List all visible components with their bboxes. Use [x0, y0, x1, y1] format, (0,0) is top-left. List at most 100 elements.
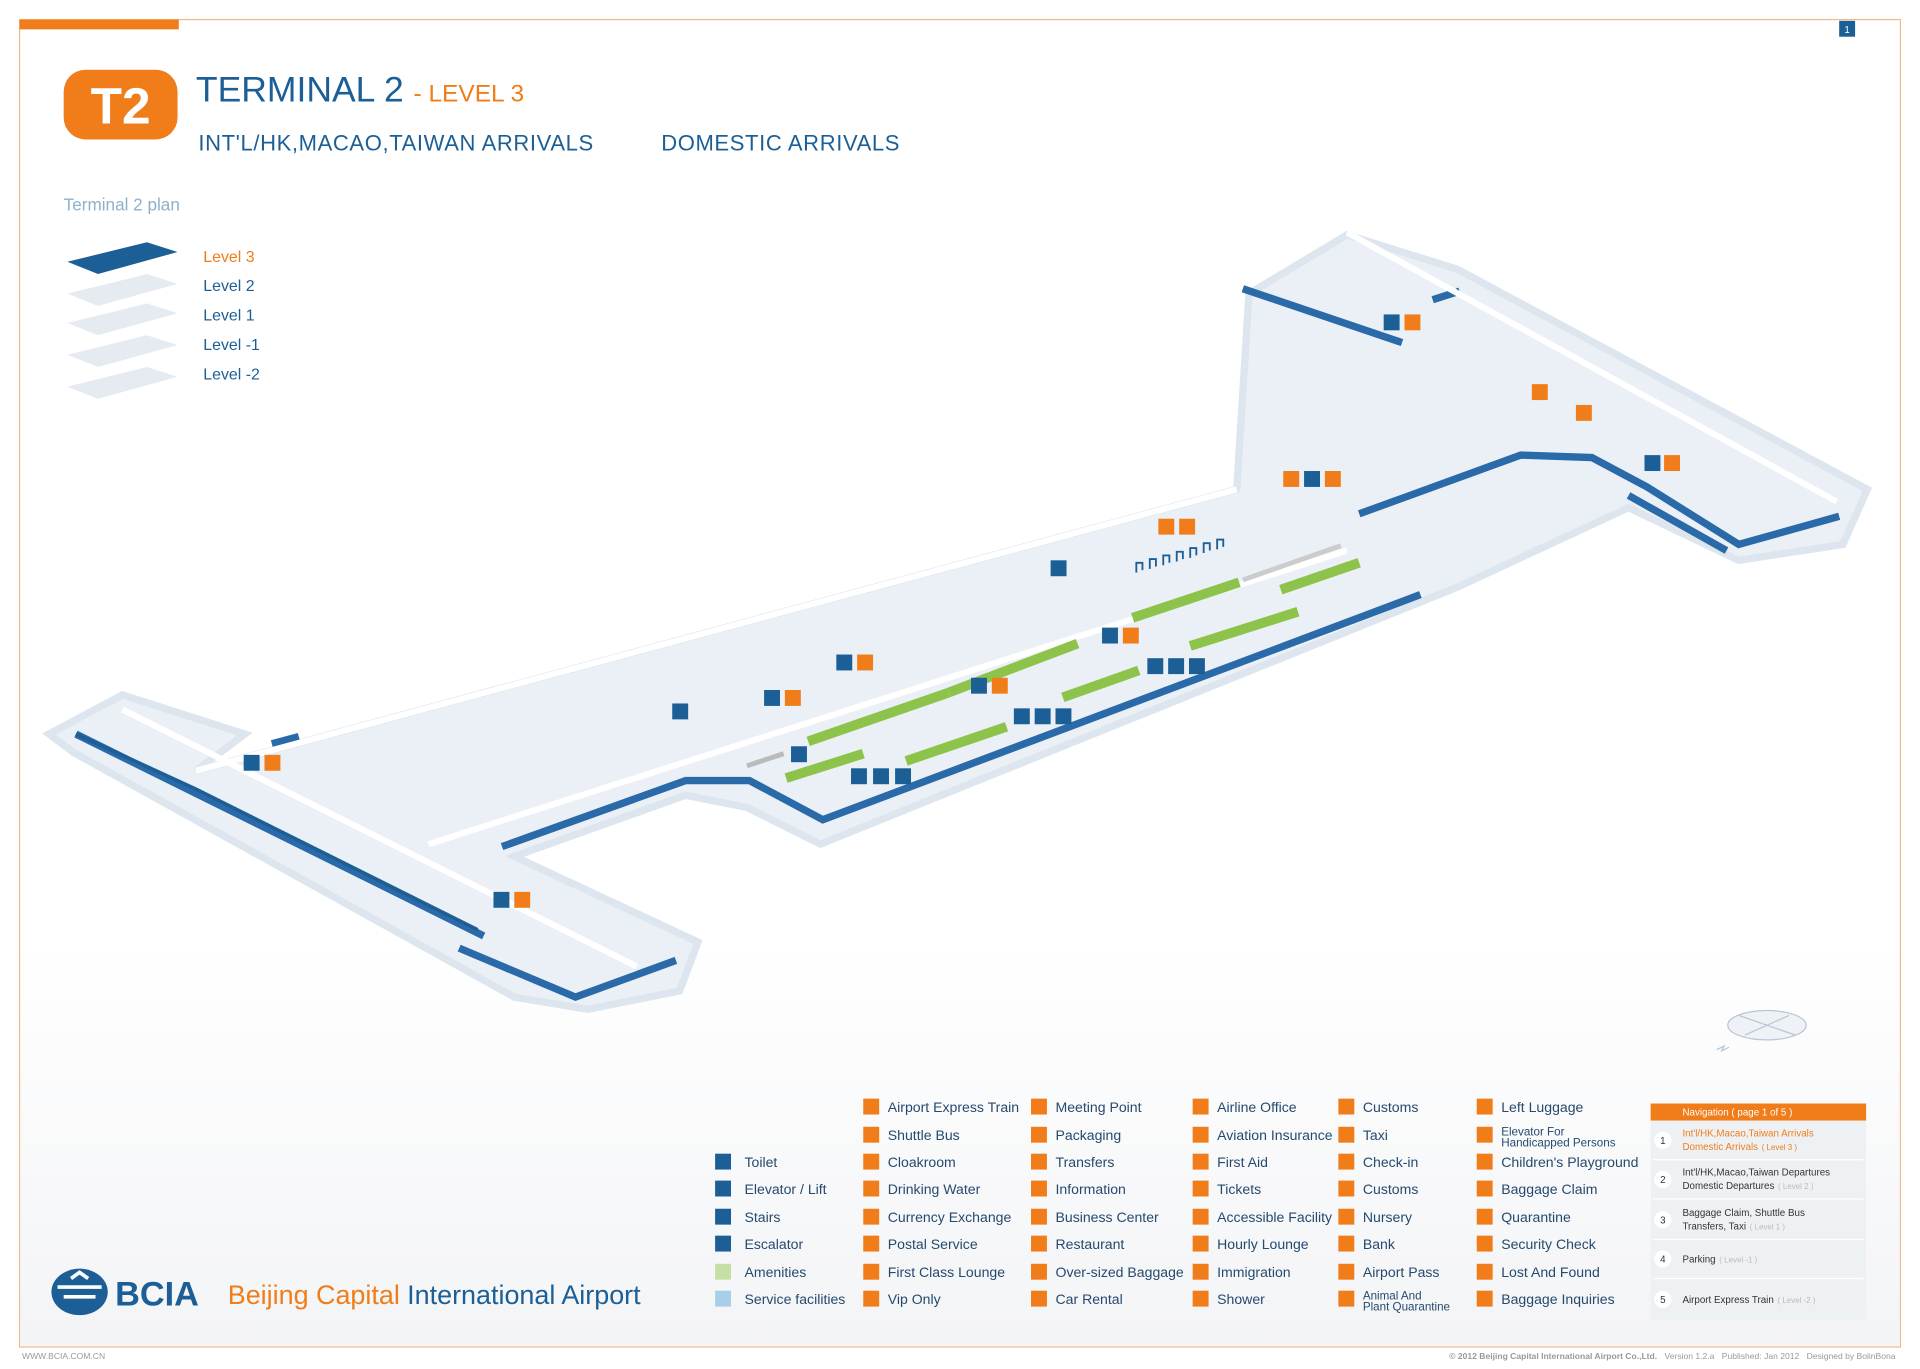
nav-number-circle	[1654, 1290, 1672, 1308]
page-number-box	[1839, 20, 1856, 37]
legend-label: Nursery	[1363, 1209, 1412, 1225]
title: TERMINAL 2 - LEVEL 3	[196, 70, 524, 110]
legend-label: Customs	[1363, 1099, 1419, 1115]
legend-icon	[1476, 1263, 1493, 1280]
legend-icon	[715, 1263, 732, 1280]
legend-label: Transfers	[1056, 1154, 1115, 1170]
plan-level: Level 1	[203, 308, 254, 325]
top-bar	[19, 19, 179, 30]
legend-label: Security Check	[1501, 1236, 1597, 1252]
legend-label-line: Handicapped Persons	[1501, 1136, 1615, 1149]
plan-title: Terminal 2 plan	[64, 194, 180, 214]
nav-line: Baggage Claim, Shuttle Bus	[1682, 1208, 1805, 1219]
legend-icon	[1476, 1290, 1493, 1307]
legend-icon	[1192, 1290, 1209, 1307]
legend-icon	[715, 1235, 732, 1252]
legend-icon	[1031, 1290, 1047, 1307]
nav-number: 2	[1660, 1175, 1665, 1186]
nav-line: Int'l/HK,Macao,Taiwan Arrivals	[1682, 1129, 1813, 1140]
legend-label: Meeting Point	[1056, 1099, 1142, 1115]
legend-label: Currency Exchange	[888, 1209, 1012, 1225]
page-number: 1	[1844, 25, 1849, 36]
nav-number-circle	[1654, 1211, 1672, 1229]
nav-box	[1650, 1120, 1867, 1321]
nav-text: Airport Express Train ( Level -2 )	[1682, 1295, 1815, 1306]
legend-label: Airline Office	[1217, 1099, 1297, 1115]
legend-icon	[863, 1180, 880, 1197]
legend-label: Customs	[1363, 1181, 1419, 1197]
legend-icon	[863, 1263, 880, 1280]
legend-label: Airport Express Train	[888, 1099, 1019, 1115]
legend-label: Taxi	[1363, 1127, 1388, 1143]
badge	[63, 69, 178, 140]
legend-icon	[1031, 1208, 1047, 1225]
legend-icon	[1192, 1153, 1209, 1170]
nav-text: Baggage Claim, Shuttle Bus	[1682, 1208, 1805, 1219]
legend-label: Cloakroom	[888, 1154, 956, 1170]
legend-icon	[715, 1208, 732, 1225]
footer-published: Published: Jan 2012	[1722, 1351, 1800, 1361]
legend-label: First Class Lounge	[888, 1264, 1005, 1280]
title-main: TERMINAL 2	[196, 70, 404, 110]
legend-icon	[1476, 1235, 1493, 1252]
nav-text: Int'l/HK,Macao,Taiwan Departures	[1682, 1168, 1830, 1179]
legend-label: Baggage Inquiries	[1501, 1291, 1614, 1307]
legend-label: Elevator / Lift	[744, 1181, 826, 1197]
legend-icon	[1031, 1180, 1047, 1197]
legend-label: Tickets	[1217, 1181, 1261, 1197]
legend-label: Drinking Water	[888, 1181, 981, 1197]
nav-text: Domestic Arrivals ( Level 3 )	[1682, 1142, 1797, 1153]
legend-label: Postal Service	[888, 1236, 978, 1252]
nav-text: Transfers, Taxi ( Level 1 )	[1682, 1222, 1785, 1233]
legend-icon	[715, 1180, 732, 1197]
legend-icon	[1031, 1235, 1047, 1252]
plan-level: Level -2	[203, 366, 260, 383]
nav-line: Domestic Arrivals	[1682, 1142, 1758, 1153]
title-level: - LEVEL 3	[414, 81, 525, 108]
nav-number-circle	[1654, 1250, 1672, 1268]
bottom-shade	[20, 942, 1900, 1346]
legend-label: Over-sized Baggage	[1056, 1264, 1184, 1280]
legend-icon	[715, 1290, 732, 1307]
plan-level: Level 3	[203, 249, 254, 266]
nav-level: ( Level 3 )	[1762, 1143, 1798, 1152]
legend-icon	[863, 1290, 880, 1307]
legend-icon	[1031, 1153, 1047, 1170]
footer-url: WWW.BCIA.COM.CN	[22, 1351, 105, 1361]
legend-icon	[1476, 1126, 1493, 1143]
nav-text: Domestic Departures ( Level 2 )	[1682, 1181, 1813, 1192]
nav-line: Airport Express Train	[1682, 1295, 1773, 1306]
legend-icon	[1338, 1153, 1355, 1170]
nav-text: Parking ( Level -1 )	[1682, 1255, 1757, 1266]
legend-icon	[1338, 1263, 1355, 1280]
legend-label: First Aid	[1217, 1154, 1268, 1170]
legend-label: Service facilities	[744, 1291, 845, 1307]
footer-copyright: © 2012 Beijing Capital International Air…	[1449, 1351, 1657, 1361]
legend-label: Airport Pass	[1363, 1264, 1440, 1280]
legend-label: Hourly Lounge	[1217, 1236, 1309, 1252]
legend-label: Animal And Plant Quarantine	[1363, 1289, 1450, 1313]
legend-icon	[1338, 1208, 1355, 1225]
legend-icon	[1338, 1126, 1355, 1143]
floor-plan	[42, 229, 1873, 1014]
nav-number-circle	[1654, 1170, 1672, 1188]
legend-icon	[1338, 1290, 1355, 1307]
footer-designer: Designed by BolinBona	[1807, 1351, 1896, 1361]
legend-label: Accessible Facility	[1217, 1209, 1332, 1225]
legend-icon	[1338, 1180, 1355, 1197]
brand-logo-text: BCIA	[115, 1275, 199, 1313]
nav-number: 5	[1660, 1295, 1666, 1306]
legend-icon	[1031, 1263, 1047, 1280]
legend-icon	[1338, 1098, 1355, 1115]
section-title: INT'L/HK,MACAO,TAIWAN ARRIVALS	[198, 130, 593, 155]
legend-label: Packaging	[1056, 1127, 1122, 1143]
legend-icon	[863, 1126, 880, 1143]
nav-line: Transfers, Taxi	[1682, 1222, 1746, 1233]
legend-icon	[1031, 1098, 1047, 1115]
nav-level: ( Level -2 )	[1777, 1296, 1815, 1305]
legend-label: Toilet	[744, 1154, 777, 1170]
nav-line: Parking	[1682, 1255, 1715, 1266]
mini-plan	[67, 242, 178, 399]
brand-name-a: Beijing Capital	[228, 1280, 400, 1310]
